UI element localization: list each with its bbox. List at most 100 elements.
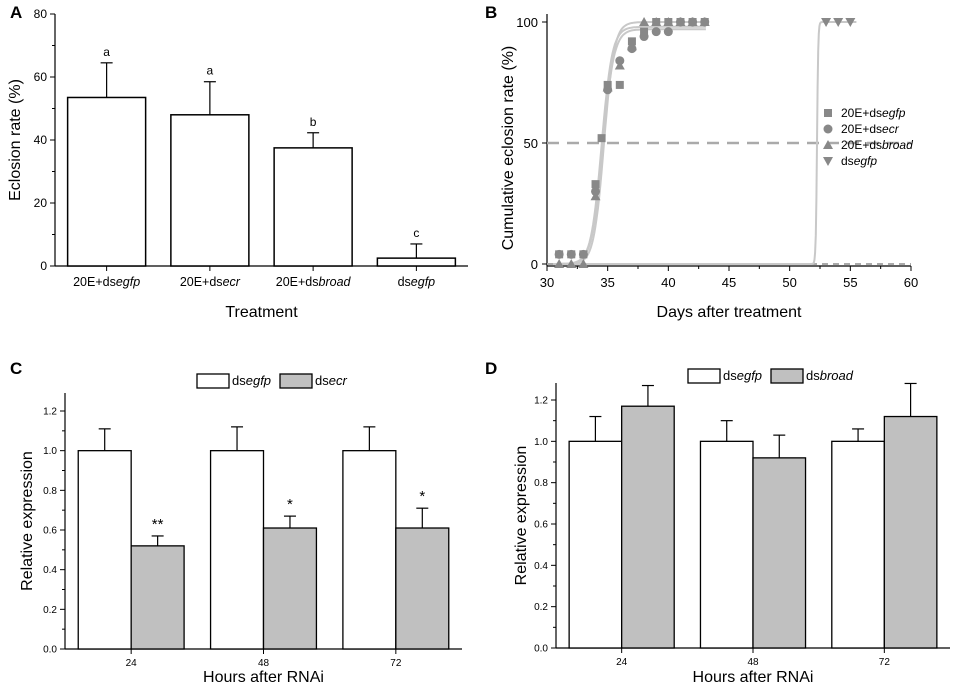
panel-a-letter: A xyxy=(10,3,22,22)
panel-b-y-tick-label: 50 xyxy=(524,136,538,151)
panel-b-data-point xyxy=(663,27,673,37)
panel-c-y-tick-label: 0.4 xyxy=(43,565,57,576)
panel-d-legend-swatch xyxy=(770,368,804,384)
panel-c-y-tick-label: 0.8 xyxy=(43,486,57,497)
panel-b-data-point xyxy=(614,60,625,70)
panel-a-x-tick-label: 20E+dsecr xyxy=(180,275,241,289)
panel-b-x-axis-title: Days after treatment xyxy=(657,304,803,321)
panel-c-x-tick-label: 24 xyxy=(126,658,138,669)
panel-b-data-point xyxy=(687,17,698,26)
panel-a-x-tick-label-prefix: ds xyxy=(398,275,411,289)
panel-a-x-tick-label-italic: egfp xyxy=(116,275,140,289)
panel-a-bar xyxy=(66,96,147,267)
panel-d-x-tick-label: 48 xyxy=(747,657,759,668)
panel-c-legend-label-prefix: ds xyxy=(232,373,246,388)
panel-b-data-point xyxy=(651,27,661,37)
panel-c-y-tick-label: 1.2 xyxy=(43,407,57,418)
panel-a-x-tick-label: 20E+dsegfp xyxy=(73,275,140,289)
panel-c-bar xyxy=(262,527,318,650)
panel-c-x-tick-label: 72 xyxy=(390,658,402,669)
panel-d-y-tick-label: 0.6 xyxy=(534,520,548,531)
panel-a-x-tick-label-prefix: 20E+ds xyxy=(180,275,223,289)
panel-a-x-tick-label: 20E+dsbroad xyxy=(276,275,352,289)
panel-c-significance-mark: ** xyxy=(152,516,164,533)
panel-d-bar xyxy=(568,440,623,649)
panel-d-legend-swatch xyxy=(687,368,721,384)
panel-a-bar xyxy=(170,114,250,267)
panel-b-data-point xyxy=(602,82,613,92)
panel-a-y-tick-label: 20 xyxy=(34,196,48,210)
panel-b-legend-label: 20E+dsegfp xyxy=(841,106,906,120)
panel-d-bar xyxy=(621,405,675,649)
panel-b-data-point xyxy=(566,249,576,259)
panel-b-legend-marker xyxy=(823,157,833,166)
panel-a-significance-letter: c xyxy=(413,226,419,240)
panel-a-y-tick-label: 0 xyxy=(40,259,47,273)
panel-b-legend-label: 20E+dsecr xyxy=(841,122,900,136)
panel-c-y-axis-title: Relative expression xyxy=(19,451,36,591)
panel-d-x-tick-label: 24 xyxy=(616,657,628,668)
panel-b-y-axis-title: Cumulative eclosion rate (%) xyxy=(500,46,517,251)
panel-d-legend-label: dsegfp xyxy=(723,368,762,383)
panel-d-y-tick-label: 0.8 xyxy=(534,478,548,489)
panel-c-bar xyxy=(342,450,397,650)
panel-b-legend-label-italic: broad xyxy=(882,138,913,152)
panel-c-legend-label-italic: egfp xyxy=(246,373,271,388)
panel-b-data-point xyxy=(615,80,624,89)
panel-c-legend-swatch xyxy=(196,373,230,389)
panel-b-x-tick-label: 60 xyxy=(904,275,918,290)
panel-b-data-point xyxy=(651,17,662,26)
panel-d-y-axis-title: Relative expression xyxy=(513,446,530,586)
panel-c-significance-mark: * xyxy=(287,496,293,513)
panel-b-letter: B xyxy=(485,3,497,22)
panel-b-fit-curve xyxy=(553,28,706,265)
panel-b-fit-curve xyxy=(553,21,857,265)
panel-b-data-point xyxy=(626,41,637,51)
panel-c-letter: C xyxy=(10,359,22,378)
panel-a-y-tick-label: 40 xyxy=(34,133,48,147)
panel-b-legend-label-italic: egfp xyxy=(882,106,906,120)
panel-b-legend-label: dsegfp xyxy=(841,154,877,168)
panel-c-legend-label-prefix: ds xyxy=(315,373,329,388)
panel-b-legend-label-italic: egfp xyxy=(854,154,878,168)
panel-d-y-tick-label: 0.0 xyxy=(534,644,548,655)
panel-b-data-point xyxy=(578,249,588,259)
panel-b-data-point xyxy=(554,249,564,259)
panel-b-legend-marker xyxy=(824,109,832,117)
panel-d-y-tick-label: 0.4 xyxy=(534,561,548,572)
panel-b-data-point xyxy=(590,191,601,201)
panel-b-data-point xyxy=(845,18,856,27)
panel-b-x-tick-label: 45 xyxy=(722,275,736,290)
panel-d-x-tick-label: 72 xyxy=(879,657,891,668)
panel-d-bar xyxy=(831,440,885,649)
panel-a-significance-letter: b xyxy=(310,115,317,129)
panel-d-bar xyxy=(883,415,938,649)
panel-b-data-point xyxy=(833,18,844,27)
panel-c-significance-mark: * xyxy=(419,488,425,505)
panel-d-y-tick-label: 0.2 xyxy=(534,602,548,613)
panel-b-x-tick-label: 55 xyxy=(843,275,857,290)
panel-d-letter: D xyxy=(485,359,497,378)
panel-a-y-axis-title: Eclosion rate (%) xyxy=(7,79,24,201)
panel-d-legend-label-prefix: ds xyxy=(806,368,820,383)
panel-a-x-tick-label-prefix: 20E+ds xyxy=(276,275,319,289)
panel-a-x-tick-label-italic: egfp xyxy=(411,275,435,289)
panel-a-x-tick-label-italic: ecr xyxy=(223,275,241,289)
panel-d-legend-label-italic: egfp xyxy=(737,368,762,383)
panel-b-x-tick-label: 40 xyxy=(661,275,675,290)
panel-b-data-point xyxy=(639,17,650,26)
panel-b-data-point xyxy=(578,259,589,268)
panel-c-bar xyxy=(77,450,132,650)
panel-a-x-tick-label: dsegfp xyxy=(398,275,436,289)
panel-c-bar xyxy=(209,450,265,650)
panel-b-legend-marker xyxy=(823,140,833,149)
panel-b-data-point xyxy=(675,17,686,26)
panel-d-bar xyxy=(699,440,754,649)
panel-b-x-tick-label: 30 xyxy=(540,275,554,290)
panel-b-fit-curve xyxy=(553,25,706,265)
panel-b-data-point xyxy=(597,134,606,143)
panel-c-x-tick-label: 48 xyxy=(258,658,270,669)
panel-d-legend-label-prefix: ds xyxy=(723,368,737,383)
panel-a-y-tick-label: 80 xyxy=(34,7,48,21)
panel-b-legend-label-prefix: 20E+ds xyxy=(841,122,882,136)
